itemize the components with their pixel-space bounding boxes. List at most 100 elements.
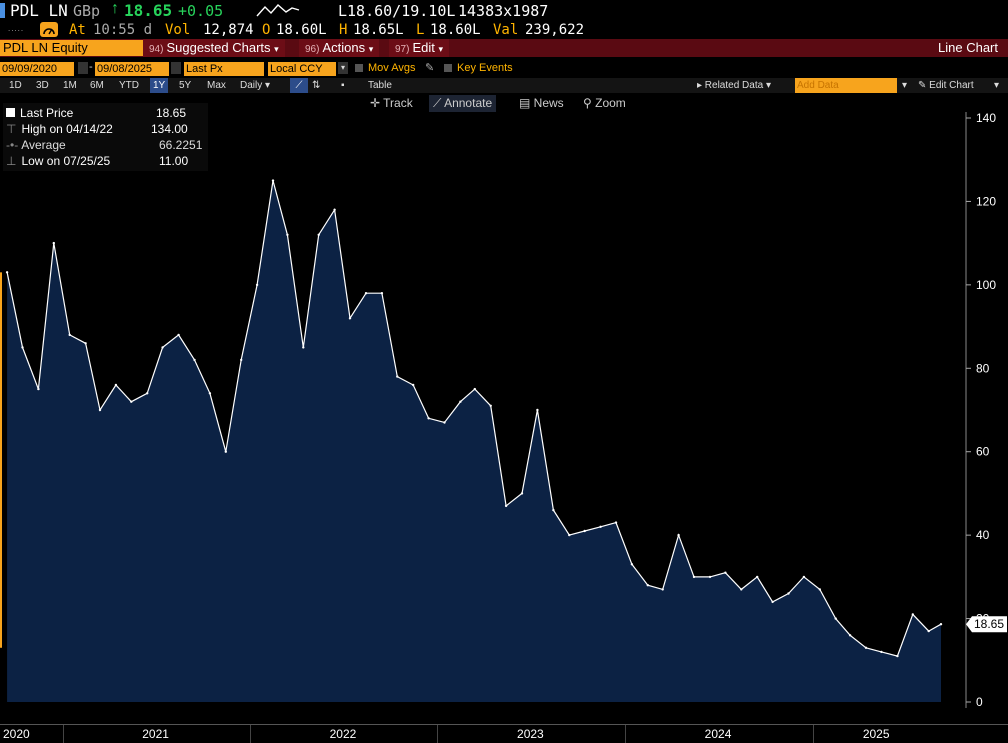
mov-avgs-label[interactable]: Mov Avgs bbox=[368, 62, 416, 74]
bid-ask: L18.60/19.10L bbox=[338, 2, 456, 20]
low-label: L bbox=[416, 22, 425, 38]
price-point bbox=[443, 421, 446, 424]
legend-low-row: ⊥ Low on 07/25/25 bbox=[6, 153, 110, 169]
key-events-label[interactable]: Key Events bbox=[457, 62, 513, 74]
price-point bbox=[130, 400, 133, 403]
price-point bbox=[84, 342, 87, 345]
y-tick-label: 60 bbox=[976, 445, 990, 459]
key-events-checkbox[interactable] bbox=[444, 64, 452, 72]
bar-style-icon[interactable]: ⇅ bbox=[312, 80, 321, 91]
price-point bbox=[286, 233, 289, 236]
price-point bbox=[380, 292, 384, 295]
price-point bbox=[302, 346, 305, 349]
table-dot-icon[interactable]: ▪ bbox=[341, 80, 345, 91]
price-point bbox=[489, 404, 492, 407]
period-max[interactable]: Max bbox=[207, 80, 226, 91]
price-point bbox=[208, 392, 212, 395]
frequency-select[interactable]: Daily ▾ bbox=[240, 80, 271, 91]
end-date-field[interactable]: 09/08/2025 bbox=[95, 62, 169, 76]
period-6m[interactable]: 6M bbox=[90, 80, 104, 91]
annotate-tool[interactable]: ⟋ Annotate bbox=[429, 95, 497, 112]
currency-select[interactable]: Local CCY bbox=[268, 62, 336, 76]
chevron-down-icon[interactable]: ▾ bbox=[994, 80, 1000, 91]
price-point bbox=[939, 623, 943, 626]
at-label: At bbox=[69, 22, 86, 38]
mov-avgs-checkbox[interactable] bbox=[355, 64, 363, 72]
field-select[interactable]: Last Px bbox=[184, 62, 264, 76]
y-tick-label: 100 bbox=[976, 278, 996, 292]
quote-time: 10:55 d bbox=[93, 22, 153, 38]
price-point bbox=[787, 592, 790, 595]
calendar-icon[interactable] bbox=[78, 62, 88, 74]
y-tick-label: 0 bbox=[976, 695, 983, 709]
sparkline-icon bbox=[256, 4, 300, 17]
security-field[interactable]: PDL LN Equity bbox=[0, 40, 143, 56]
period-1m[interactable]: 1M bbox=[63, 80, 77, 91]
last-price-tag bbox=[966, 616, 1007, 633]
price-point bbox=[240, 358, 243, 362]
track-label: Track bbox=[383, 96, 413, 110]
related-data-button[interactable]: ▸ Related Data ▾ bbox=[697, 80, 771, 91]
edit-button[interactable]: 97) Edit ▾ bbox=[389, 39, 450, 57]
annotate-icon: ⟋ bbox=[433, 96, 445, 110]
price-point bbox=[396, 375, 399, 378]
x-tick-label: 2024 bbox=[704, 727, 732, 741]
price-point bbox=[193, 358, 196, 362]
actions-label: Actions bbox=[322, 40, 366, 55]
price-point bbox=[68, 333, 71, 337]
y-tick-label: 80 bbox=[976, 361, 990, 375]
chevron-down-icon[interactable]: ▾ bbox=[338, 62, 348, 74]
traded-value: 239,622 bbox=[525, 22, 585, 38]
track-tool[interactable]: ✛ Track bbox=[366, 95, 417, 112]
up-arrow-icon: ↑ bbox=[111, 0, 119, 17]
edit-chart-button[interactable]: ✎ Edit Chart bbox=[918, 80, 974, 91]
year-separator bbox=[812, 725, 814, 743]
period-1y[interactable]: 1Y bbox=[150, 78, 169, 93]
x-tick-label: 2020 bbox=[3, 727, 30, 741]
zoom-tool[interactable]: ⚲ Zoom bbox=[579, 95, 630, 112]
price-point bbox=[864, 646, 868, 649]
legend-high-label: High on 04/14/22 bbox=[21, 122, 113, 136]
actions-button[interactable]: 96) Actions ▾ bbox=[299, 39, 380, 57]
chevron-down-icon[interactable]: ▾ bbox=[902, 80, 908, 91]
price-point bbox=[333, 208, 336, 211]
year-separator bbox=[249, 725, 251, 743]
calendar-icon[interactable] bbox=[171, 62, 181, 74]
x-tick-label: 2022 bbox=[329, 727, 357, 741]
price-point bbox=[98, 408, 102, 412]
val-label: Val bbox=[493, 22, 519, 38]
pencil-icon[interactable]: ✎ bbox=[425, 62, 435, 74]
legend-low-label: Low on 07/25/25 bbox=[21, 154, 111, 168]
ticker[interactable]: PDL LN bbox=[10, 1, 68, 20]
x-tick-label: 2025 bbox=[862, 727, 890, 741]
period-3d[interactable]: 3D bbox=[36, 80, 49, 91]
chevron-down-icon: ▾ bbox=[368, 44, 374, 54]
price-point bbox=[834, 617, 837, 620]
period-5y[interactable]: 5Y bbox=[179, 80, 192, 91]
line-style-icon[interactable]: ⟋ bbox=[290, 78, 308, 93]
news-tool[interactable]: ▤ News bbox=[515, 95, 568, 112]
price-point bbox=[630, 563, 634, 566]
period-ytd[interactable]: YTD bbox=[119, 80, 139, 91]
start-date-field[interactable]: 09/09/2020 bbox=[0, 62, 74, 76]
year-separator bbox=[62, 725, 64, 743]
add-data-input[interactable]: Add Data bbox=[795, 78, 897, 93]
ellipsis-icon: ..... bbox=[8, 24, 25, 33]
annotate-label: Annotate bbox=[444, 96, 493, 110]
low-marker-icon: ⊥ bbox=[6, 154, 17, 168]
price-point bbox=[818, 588, 821, 591]
price-point bbox=[911, 613, 914, 616]
x-axis: 2020 2021 2022 2023 2024 2025 bbox=[0, 724, 1008, 743]
year-separator bbox=[437, 725, 439, 743]
suggested-charts-button[interactable]: 94) Suggested Charts ▾ bbox=[143, 39, 285, 57]
table-button[interactable]: Table bbox=[368, 80, 392, 91]
menu-bar: PDL LN Equity 94) Suggested Charts ▾ 96) A… bbox=[0, 39, 1008, 57]
bid-ask-size: 14383x1987 bbox=[458, 2, 549, 20]
price-point bbox=[255, 283, 259, 287]
currency: GBp bbox=[73, 2, 101, 20]
period-1d[interactable]: 1D bbox=[9, 80, 22, 91]
year-separator bbox=[624, 725, 626, 743]
price-point bbox=[5, 271, 9, 274]
price-point bbox=[848, 634, 852, 637]
